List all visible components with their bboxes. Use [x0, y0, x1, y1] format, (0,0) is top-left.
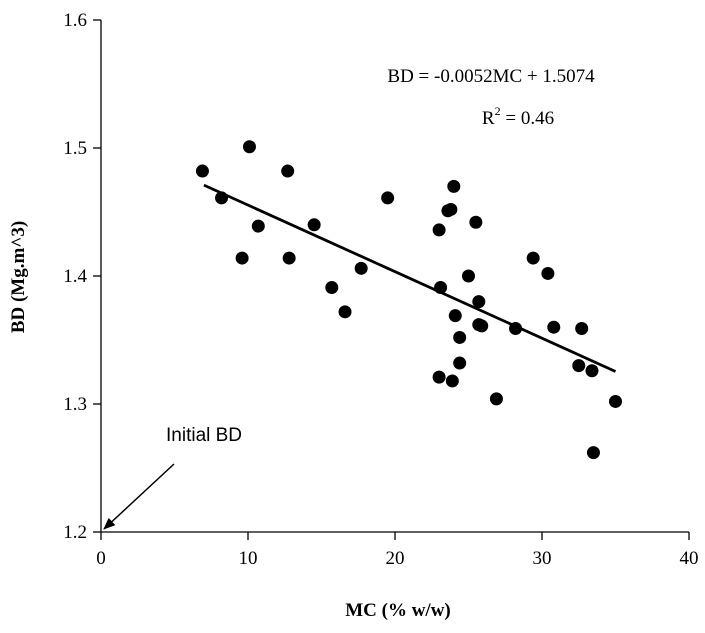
data-point	[235, 251, 249, 265]
x-tick-label: 0	[96, 548, 106, 569]
trendline-group	[203, 183, 617, 373]
annotation-arrow	[103, 463, 175, 530]
y-tick-label: 1.6	[63, 10, 87, 31]
data-point	[509, 321, 523, 335]
data-point	[432, 223, 446, 237]
y-tick-label: 1.5	[63, 138, 87, 159]
data-point	[469, 215, 483, 229]
x-tick-label: 30	[533, 548, 552, 569]
data-point	[215, 191, 229, 205]
data-point	[575, 321, 589, 335]
y-tick-label: 1.3	[63, 394, 87, 415]
data-point	[432, 370, 446, 384]
data-point	[242, 140, 256, 154]
data-point	[453, 356, 467, 370]
r-squared-prefix: R	[482, 108, 495, 129]
r-squared-value: = 0.46	[501, 108, 554, 129]
data-point	[381, 191, 395, 205]
data-point	[472, 295, 486, 309]
data-point	[489, 392, 503, 406]
data-point	[475, 319, 489, 333]
r-squared-label: R2 = 0.46	[482, 104, 554, 129]
data-point	[282, 251, 296, 265]
y-tick-label: 1.4	[63, 266, 87, 287]
axes	[100, 20, 689, 533]
data-point	[572, 359, 586, 373]
data-point	[447, 179, 461, 193]
data-point	[338, 305, 352, 319]
x-tick-label: 20	[386, 548, 405, 569]
trendline	[203, 183, 617, 373]
equation-line: BD = -0.0052MC + 1.5074	[387, 66, 595, 87]
data-point	[453, 330, 467, 344]
data-point	[541, 266, 555, 280]
data-point	[585, 364, 599, 378]
data-point	[445, 374, 459, 388]
data-point	[547, 320, 561, 334]
data-point	[526, 251, 540, 265]
data-point	[281, 164, 295, 178]
x-axis-title: MC (% w/w)	[345, 600, 451, 621]
y-axis-title: BD (Mg.m^3)	[8, 221, 29, 333]
data-point	[195, 164, 209, 178]
annotation-label: Initial BD	[166, 425, 242, 446]
ticks: 1.2 1.3 1.4 1.5 1.6 0 10 20 30 40	[63, 10, 698, 569]
y-tick-label: 1.2	[63, 522, 87, 543]
data-point	[448, 309, 462, 323]
r-squared-superscript: 2	[495, 104, 501, 118]
x-tick-label: 40	[680, 548, 699, 569]
data-point	[251, 219, 265, 233]
x-tick-label: 10	[239, 548, 258, 569]
data-point	[444, 202, 458, 216]
data-points	[195, 140, 622, 460]
data-point	[434, 281, 448, 295]
data-point	[325, 281, 339, 295]
data-point	[462, 269, 475, 283]
data-point	[609, 394, 622, 408]
data-point	[586, 446, 600, 460]
data-point	[307, 218, 321, 232]
data-point	[354, 261, 368, 275]
